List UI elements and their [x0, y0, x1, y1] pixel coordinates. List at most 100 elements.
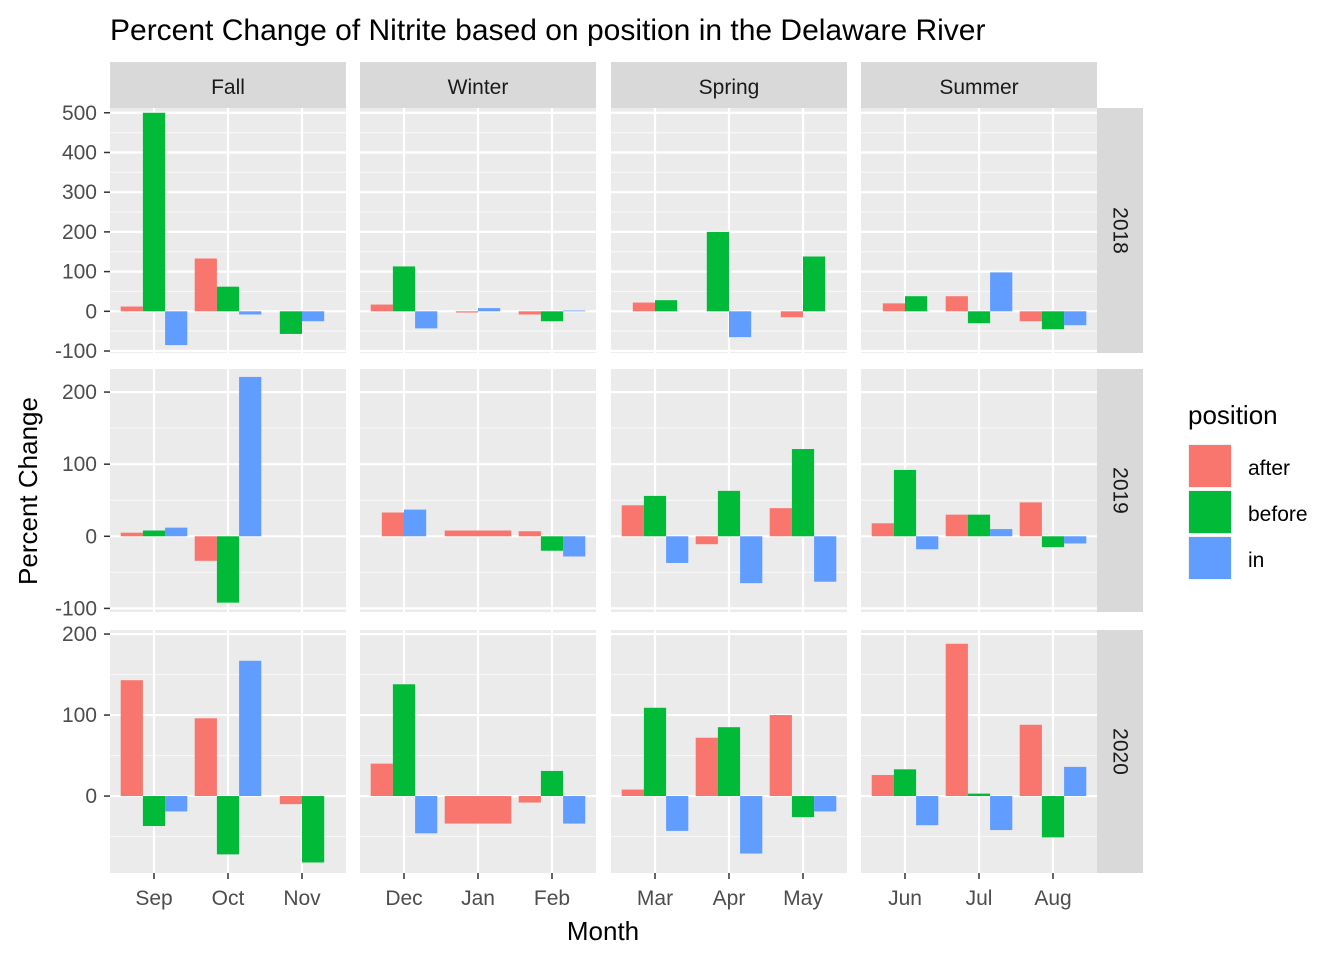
- bar-2019-oct-before: [216, 536, 240, 603]
- legend-key-before: [1189, 491, 1231, 533]
- bar-2019-mar-after: [621, 505, 644, 537]
- x-tick-label: Apr: [713, 887, 746, 910]
- bar-2020-dec-in: [415, 796, 438, 834]
- bar-2018-may-before: [803, 256, 826, 312]
- bar-2019-aug-before: [1041, 536, 1065, 548]
- legend-label-before: before: [1248, 503, 1308, 526]
- bar-2018-feb-after: [518, 311, 541, 315]
- bar-2018-jun-before: [905, 296, 928, 312]
- bar-2019-jun-before: [893, 469, 917, 537]
- bar-2020-sep-before: [142, 796, 166, 827]
- bar-2019-may-before: [791, 449, 815, 537]
- year-strip-label: 2018: [1109, 207, 1132, 254]
- bar-2018-nov-before: [279, 311, 302, 334]
- bar-2019-apr-after: [695, 536, 718, 545]
- bar-2019-mar-before: [643, 495, 667, 537]
- bar-2020-jul-after: [945, 643, 968, 797]
- season-strip-label: Summer: [939, 76, 1018, 99]
- bar-2018-jul-after: [945, 296, 968, 312]
- season-strip-label: Spring: [699, 76, 760, 99]
- season-strip: [611, 62, 847, 108]
- x-tick-label: Nov: [283, 887, 321, 910]
- bar-2018-sep-before: [142, 112, 166, 312]
- bar-2020-mar-before: [643, 707, 667, 797]
- y-tick-label: 200: [62, 221, 97, 244]
- bar-2018-jun-after: [882, 303, 905, 312]
- bar-2018-jan-after: [455, 311, 478, 313]
- bar-2020-nov-before: [302, 796, 325, 863]
- bar-2018-mar-before: [655, 300, 678, 312]
- y-tick-label: 0: [85, 785, 97, 808]
- bar-2019-jul-after: [945, 514, 968, 537]
- y-axis-label: Percent Change: [13, 397, 43, 585]
- bar-2020-oct-in: [239, 660, 262, 797]
- bar-2018-jul-in: [990, 272, 1013, 312]
- bar-2020-jul-in: [990, 796, 1013, 831]
- bar-2019-may-after: [769, 508, 792, 537]
- bar-2020-apr-after: [695, 737, 718, 797]
- bar-2019-jul-in: [990, 529, 1013, 537]
- bar-2018-dec-in: [415, 311, 438, 329]
- x-tick-label: Dec: [385, 887, 422, 910]
- bar-2019-oct-after: [194, 536, 217, 561]
- y-tick-label: 0: [85, 525, 97, 548]
- bar-2019-dec-in: [404, 509, 427, 537]
- bar-2018-may-after: [780, 311, 803, 318]
- bar-2020-may-in: [814, 796, 837, 812]
- bar-2018-dec-before: [392, 266, 416, 312]
- x-tick-label: Mar: [637, 887, 673, 910]
- season-strip-label: Winter: [448, 76, 509, 99]
- year-strip: [1097, 369, 1143, 612]
- bar-2020-mar-in: [666, 796, 689, 831]
- bar-2018-mar-after: [632, 302, 655, 312]
- bar-2018-aug-after: [1019, 311, 1042, 322]
- bar-2019-oct-in: [239, 376, 262, 537]
- bar-2020-jun-after: [871, 774, 894, 797]
- bar-2020-jun-in: [916, 796, 939, 826]
- x-axis-label: Month: [567, 916, 639, 946]
- y-tick-label: 100: [62, 261, 97, 284]
- bar-2018-dec-after: [370, 304, 393, 312]
- bar-2020-may-before: [791, 796, 815, 818]
- bar-2020-feb-after: [518, 796, 541, 803]
- bar-2018-oct-before: [216, 286, 240, 312]
- x-tick-label: Jan: [461, 887, 495, 910]
- y-tick-label: 100: [62, 704, 97, 727]
- bar-2018-apr-before: [706, 231, 729, 312]
- y-tick-label: 0: [85, 300, 97, 323]
- season-strip: [861, 62, 1097, 108]
- bar-2019-jun-after: [871, 523, 894, 537]
- bar-2019-sep-before: [142, 530, 166, 537]
- bar-2020-jul-before: [967, 793, 991, 797]
- bar-2019-sep-in: [165, 527, 188, 537]
- bar-2020-dec-after: [370, 763, 393, 797]
- bar-2019-feb-in: [563, 536, 586, 557]
- y-tick-label: 200: [62, 381, 97, 404]
- x-tick-label: Jun: [888, 887, 922, 910]
- y-tick-label: -100: [55, 597, 97, 620]
- bar-2020-aug-after: [1019, 724, 1042, 797]
- bar-2018-apr-in: [729, 311, 752, 338]
- year-strip: [1097, 630, 1143, 873]
- bar-2019-apr-in: [740, 536, 763, 584]
- bar-2020-apr-before: [717, 727, 741, 797]
- bar-2019-may-in: [814, 536, 837, 582]
- bar-2019-jul-before: [967, 514, 991, 537]
- bar-2020-jan-after: [444, 796, 512, 824]
- year-strip-label: 2020: [1109, 728, 1132, 775]
- legend-key-after: [1189, 445, 1231, 487]
- bar-2018-feb-in: [563, 310, 586, 312]
- bar-2019-sep-after: [120, 532, 143, 537]
- season-strip-label: Fall: [211, 76, 245, 99]
- bar-2019-apr-before: [717, 490, 741, 537]
- season-strip: [110, 62, 346, 108]
- plot-area: -100 0 100 200 300 400 500 2018 -100 0 100 200 2019 0…: [55, 62, 1143, 910]
- bar-2019-aug-in: [1064, 536, 1087, 544]
- bar-2018-jan-in: [478, 308, 501, 312]
- bar-2020-sep-in: [165, 796, 188, 812]
- bar-2020-oct-before: [216, 796, 240, 855]
- y-tick-label: 200: [62, 623, 97, 646]
- bar-2019-mar-in: [666, 536, 689, 563]
- y-tick-label: 100: [62, 453, 97, 476]
